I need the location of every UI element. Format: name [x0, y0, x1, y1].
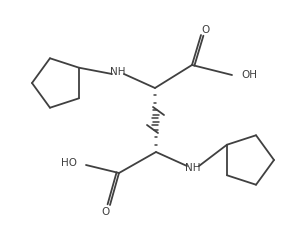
Text: O: O [102, 207, 110, 217]
Text: O: O [201, 25, 209, 35]
Text: NH: NH [110, 67, 126, 77]
Text: NH: NH [185, 163, 201, 173]
Text: OH: OH [241, 70, 257, 80]
Text: HO: HO [61, 158, 77, 168]
